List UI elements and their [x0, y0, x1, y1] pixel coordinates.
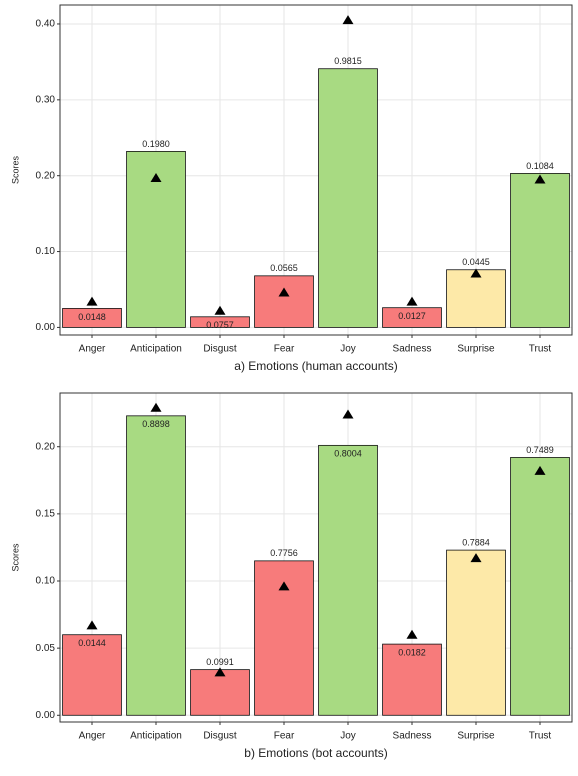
y-tick-label: 0.10: [36, 576, 56, 587]
bar: [254, 275, 314, 328]
marker: [214, 305, 226, 315]
bar-label: 0.0757: [206, 320, 234, 330]
x-tick-label: Sadness: [393, 344, 432, 355]
marker: [470, 553, 482, 563]
x-tick-label: Surprise: [457, 344, 495, 355]
y-tick-label: 0.15: [36, 508, 56, 519]
bar-label: 0.0565: [270, 263, 298, 273]
bar: [446, 549, 506, 716]
x-tick-label: Anticipation: [130, 344, 182, 355]
marker: [278, 581, 290, 591]
y-tick-label: 0.20: [36, 441, 56, 452]
plot-frame: [59, 392, 573, 723]
bar-label: 0.0182: [398, 647, 426, 657]
marker: [86, 296, 98, 306]
x-tick-label: Fear: [274, 731, 295, 742]
x-tick-label: Fear: [274, 344, 295, 355]
x-tick-label: Anger: [79, 731, 106, 742]
bar-label: 0.7884: [462, 537, 490, 547]
y-axis-label: Scores: [10, 155, 20, 184]
x-tick-label: Joy: [340, 344, 356, 355]
bar-label: 0.9815: [334, 56, 362, 66]
x-tick-label: Anticipation: [130, 731, 182, 742]
x-axis-label: b) Emotions (bot accounts): [244, 746, 387, 760]
bar-label: 0.0148: [78, 312, 106, 322]
x-tick-label: Joy: [340, 731, 356, 742]
bar-label: 0.0144: [78, 638, 106, 648]
bar: [62, 308, 122, 328]
bar-label: 0.0127: [398, 311, 426, 321]
bar: [318, 444, 378, 716]
x-tick-label: Trust: [529, 731, 552, 742]
y-axis-label: Scores: [10, 543, 20, 572]
y-tick-label: 0.00: [36, 710, 56, 721]
marker: [406, 629, 418, 639]
bar: [382, 307, 442, 328]
y-tick-label: 0.00: [36, 322, 56, 333]
y-tick-label: 0.05: [36, 643, 56, 654]
bar-label: 0.1980: [142, 139, 170, 149]
marker: [86, 620, 98, 630]
x-tick-label: Disgust: [203, 731, 237, 742]
bar-label: 0.8004: [334, 449, 362, 459]
bar: [446, 269, 506, 328]
marker: [150, 172, 162, 182]
bar-label: 0.7756: [270, 548, 298, 558]
bar: [190, 669, 250, 716]
marker: [534, 465, 546, 475]
marker: [278, 287, 290, 297]
marker: [470, 268, 482, 278]
y-tick-label: 0.10: [36, 246, 56, 257]
y-tick-label: 0.30: [36, 94, 56, 105]
bar: [510, 457, 570, 716]
bar-label: 0.1084: [526, 161, 554, 171]
bar: [126, 415, 186, 716]
marker: [214, 667, 226, 677]
marker: [342, 15, 354, 25]
x-tick-label: Sadness: [393, 731, 432, 742]
bar-label: 0.7489: [526, 445, 554, 455]
bar: [62, 634, 122, 716]
bar-label: 0.0445: [462, 257, 490, 267]
bar: [382, 643, 442, 716]
x-tick-label: Surprise: [457, 731, 495, 742]
marker: [406, 296, 418, 306]
marker: [342, 409, 354, 419]
marker: [534, 174, 546, 184]
x-tick-label: Disgust: [203, 344, 237, 355]
plot-frame: [59, 4, 573, 336]
x-axis-label: a) Emotions (human accounts): [234, 359, 397, 373]
bar: [318, 68, 378, 328]
x-tick-label: Trust: [529, 344, 552, 355]
marker: [150, 402, 162, 412]
bar: [510, 173, 570, 328]
bar-label: 0.8898: [142, 419, 170, 429]
x-tick-label: Anger: [79, 344, 106, 355]
bar-label: 0.0991: [206, 657, 234, 667]
bar: [190, 316, 250, 328]
y-tick-label: 0.20: [36, 170, 56, 181]
y-tick-label: 0.40: [36, 19, 56, 30]
